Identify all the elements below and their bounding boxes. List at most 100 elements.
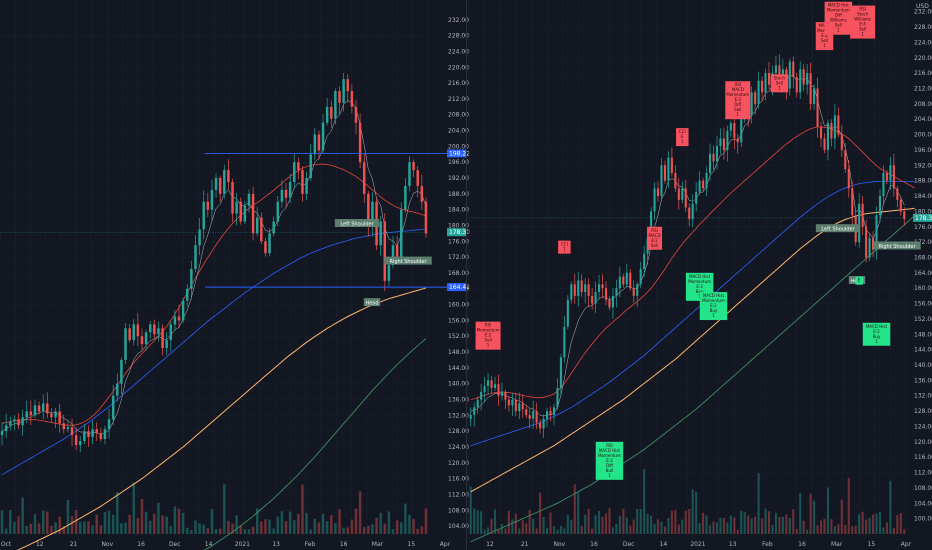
volume-bar (823, 518, 826, 534)
volume-bar (408, 514, 411, 534)
buy-signal-box (855, 276, 863, 285)
candle-body (816, 88, 819, 127)
sell-signal-text: Sell (484, 338, 491, 343)
candle-body (74, 435, 78, 446)
sell-signal-text: Diff (734, 102, 741, 107)
candle-body (264, 241, 267, 254)
candle-body (103, 429, 107, 440)
candle-body (885, 172, 888, 181)
y-axis-tick-label: 172.00 (448, 254, 469, 261)
candle-body (391, 245, 395, 266)
candle-body (79, 441, 82, 446)
candle-body (528, 414, 531, 419)
pattern-label-box (384, 256, 432, 265)
buy-signal-text: Buy (696, 289, 704, 294)
volume-bar (342, 527, 345, 534)
buy-signal-text: 1 (712, 313, 715, 318)
candle-body (681, 188, 684, 200)
buy-signal-text: 1 (875, 339, 878, 344)
volume-bar (251, 527, 255, 534)
candle-body (309, 154, 312, 179)
candle-body (757, 80, 760, 104)
volume-bar (816, 525, 819, 534)
sell-signal-text: MACD (732, 87, 744, 92)
volume-bar (622, 508, 625, 534)
volume-bar (532, 518, 535, 534)
candle-body (514, 399, 517, 412)
volume-bar (511, 519, 514, 534)
volume-bar (549, 512, 552, 534)
volume-bar (785, 514, 788, 534)
ma-line-orange (470, 207, 915, 493)
candle-body (305, 178, 308, 194)
volume-bar (577, 492, 580, 534)
volume-bar (521, 520, 524, 534)
candle-body (173, 316, 177, 325)
price-level-badge (447, 283, 467, 292)
candle-body (719, 138, 722, 147)
volume-bar (608, 508, 611, 534)
candle-body (764, 73, 767, 93)
volume-bar (231, 523, 234, 534)
candle-body (111, 395, 115, 420)
volume-bar (346, 527, 349, 534)
candle-body (587, 284, 590, 296)
volume-bar (50, 525, 53, 534)
volume-bar (210, 509, 214, 534)
candle-body (25, 411, 28, 418)
y-axis-tick-label: 188.00 (914, 178, 932, 185)
y-axis-tick-label: 204.00 (914, 116, 932, 123)
candle-body (650, 211, 653, 239)
volume-bar (643, 469, 646, 534)
volume-bar (124, 522, 127, 534)
candle-body (684, 188, 687, 208)
candle-body (497, 384, 500, 396)
volume-bar (854, 525, 857, 534)
x-axis-tick-label: Mar (831, 541, 843, 548)
candle-body (214, 178, 218, 190)
buy-signal-text: RSI (606, 443, 613, 448)
currency-label: USD (916, 3, 929, 10)
candle-body (674, 172, 677, 189)
y-axis-tick-label: 116.00 (914, 454, 932, 461)
candle-body (539, 422, 542, 429)
candle-body (712, 153, 715, 162)
volume-bar (161, 515, 164, 534)
sell-signal-text: Stoch (857, 12, 869, 17)
y-axis-tick-label: 152.00 (448, 333, 469, 340)
y-axis-tick-label: 144.00 (448, 365, 469, 372)
y-axis-tick-label: 208.00 (914, 101, 932, 108)
x-axis-tick-label: 16 (798, 541, 806, 548)
volume-bar (33, 514, 37, 534)
volume-bar (629, 525, 632, 534)
sell-signal-box (475, 321, 501, 350)
candle-body (280, 189, 284, 202)
volume-bar (518, 528, 521, 534)
sell-signal-text: Momentum (477, 328, 500, 333)
candle-body (844, 149, 847, 170)
volume-bar (136, 518, 140, 534)
y-axis-tick-label: 208.00 (448, 112, 469, 119)
right-chart-panel[interactable]: 100.00 104.00 108.00 112.00 116.00 120.00 124.… (468, 0, 932, 548)
left-chart-panel[interactable]: 104.00 108.00 112.00 116.00 120.00 124.00 128.… (0, 0, 470, 550)
sell-signal-text: E:4 (859, 22, 866, 27)
sell-signal-text: 1 (563, 247, 566, 252)
buy-signal-text: MACD Hist (703, 293, 724, 298)
volume-bar (754, 516, 757, 534)
y-axis-tick-label: 204.00 (448, 128, 469, 135)
sell-signal-text: Sell (821, 38, 828, 43)
volume-bar (338, 509, 341, 534)
candle-body (875, 215, 878, 250)
candle-body (754, 92, 757, 104)
volume-bar (733, 517, 736, 534)
volume-bar (663, 526, 666, 534)
volume-bar (594, 515, 597, 534)
volume-bar (844, 524, 847, 534)
candle-body (826, 123, 830, 150)
candle-body (206, 201, 210, 210)
candle-body (29, 411, 33, 416)
buy-signal-text: Bull (606, 468, 614, 473)
sell-signal-text: E (681, 134, 684, 139)
volume-bar (157, 502, 160, 534)
candle-body (4, 425, 8, 432)
